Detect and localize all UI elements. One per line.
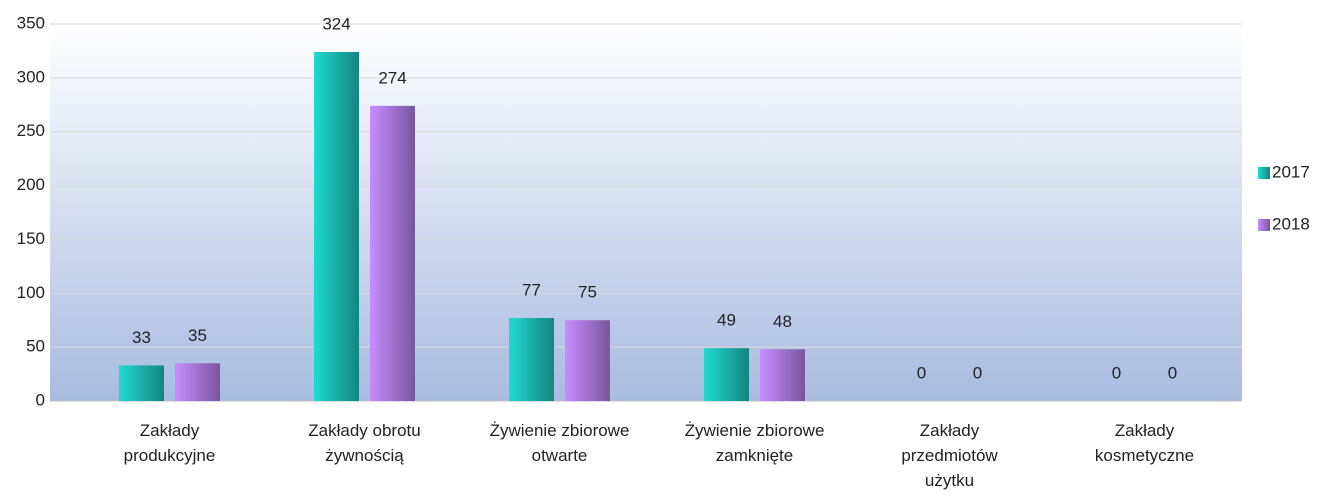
- legend-swatch: [1258, 219, 1270, 231]
- x-tick-label-line: produkcyjne: [124, 446, 216, 465]
- data-label: 48: [773, 312, 792, 331]
- x-tick-label-line: kosmetyczne: [1095, 446, 1194, 465]
- data-label: 49: [717, 311, 736, 330]
- y-tick-label: 250: [17, 121, 45, 140]
- y-tick-label: 300: [17, 67, 45, 86]
- data-label: 324: [322, 14, 350, 33]
- x-tick-label: Żywienie zbiorowe otwarte: [490, 421, 630, 465]
- x-tick-label-line: żywnością: [325, 446, 404, 465]
- plot-background: [50, 24, 1242, 401]
- bar: [314, 52, 359, 402]
- x-tick-label: Zakłady przedmiotów użytku: [901, 421, 998, 490]
- x-tick-label: Zakłady obrotu żywnością: [308, 421, 420, 465]
- y-tick-label: 100: [17, 283, 45, 302]
- data-label: 0: [973, 363, 982, 382]
- bar: [704, 348, 749, 401]
- x-tick-label-line: użytku: [925, 471, 974, 490]
- data-label: 75: [578, 283, 597, 302]
- legend-label: 2018: [1272, 214, 1310, 233]
- data-label: 274: [378, 68, 406, 87]
- x-tick-label: Zakłady kosmetyczne: [1095, 421, 1194, 465]
- data-label: 35: [188, 326, 207, 345]
- y-tick-label: 50: [26, 337, 45, 356]
- data-label: 33: [132, 328, 151, 347]
- data-label: 0: [1112, 363, 1121, 382]
- data-label: 0: [1168, 363, 1177, 382]
- x-tick-label-line: przedmiotów: [901, 446, 998, 465]
- data-label: 77: [522, 281, 541, 300]
- x-tick-label-line: Żywienie zbiorowe: [685, 421, 825, 440]
- x-tick-label-line: Zakłady: [1115, 421, 1175, 440]
- x-tick-label-line: Żywienie zbiorowe: [490, 421, 630, 440]
- bar: [175, 363, 220, 401]
- x-tick-label-line: otwarte: [532, 446, 588, 465]
- bar: [119, 365, 164, 401]
- bar: [370, 105, 415, 401]
- data-label: 0: [917, 363, 926, 382]
- legend-swatch: [1258, 167, 1270, 179]
- legend-label: 2017: [1272, 162, 1310, 181]
- x-tick-label-line: Zakłady: [140, 421, 200, 440]
- x-tick-label-line: zamknięte: [716, 446, 793, 465]
- bar: [760, 349, 805, 401]
- y-tick-label: 0: [36, 390, 45, 409]
- x-tick-label: Żywienie zbiorowe zamknięte: [685, 421, 825, 465]
- y-tick-label: 150: [17, 229, 45, 248]
- bar: [565, 320, 610, 401]
- bar: [509, 318, 554, 401]
- y-tick-label: 350: [17, 13, 45, 32]
- y-tick-label: 200: [17, 175, 45, 194]
- x-tick-label-line: Zakłady obrotu: [308, 421, 420, 440]
- x-tick-label-line: Zakłady: [920, 421, 980, 440]
- x-tick-label: Zakłady produkcyjne: [124, 421, 216, 465]
